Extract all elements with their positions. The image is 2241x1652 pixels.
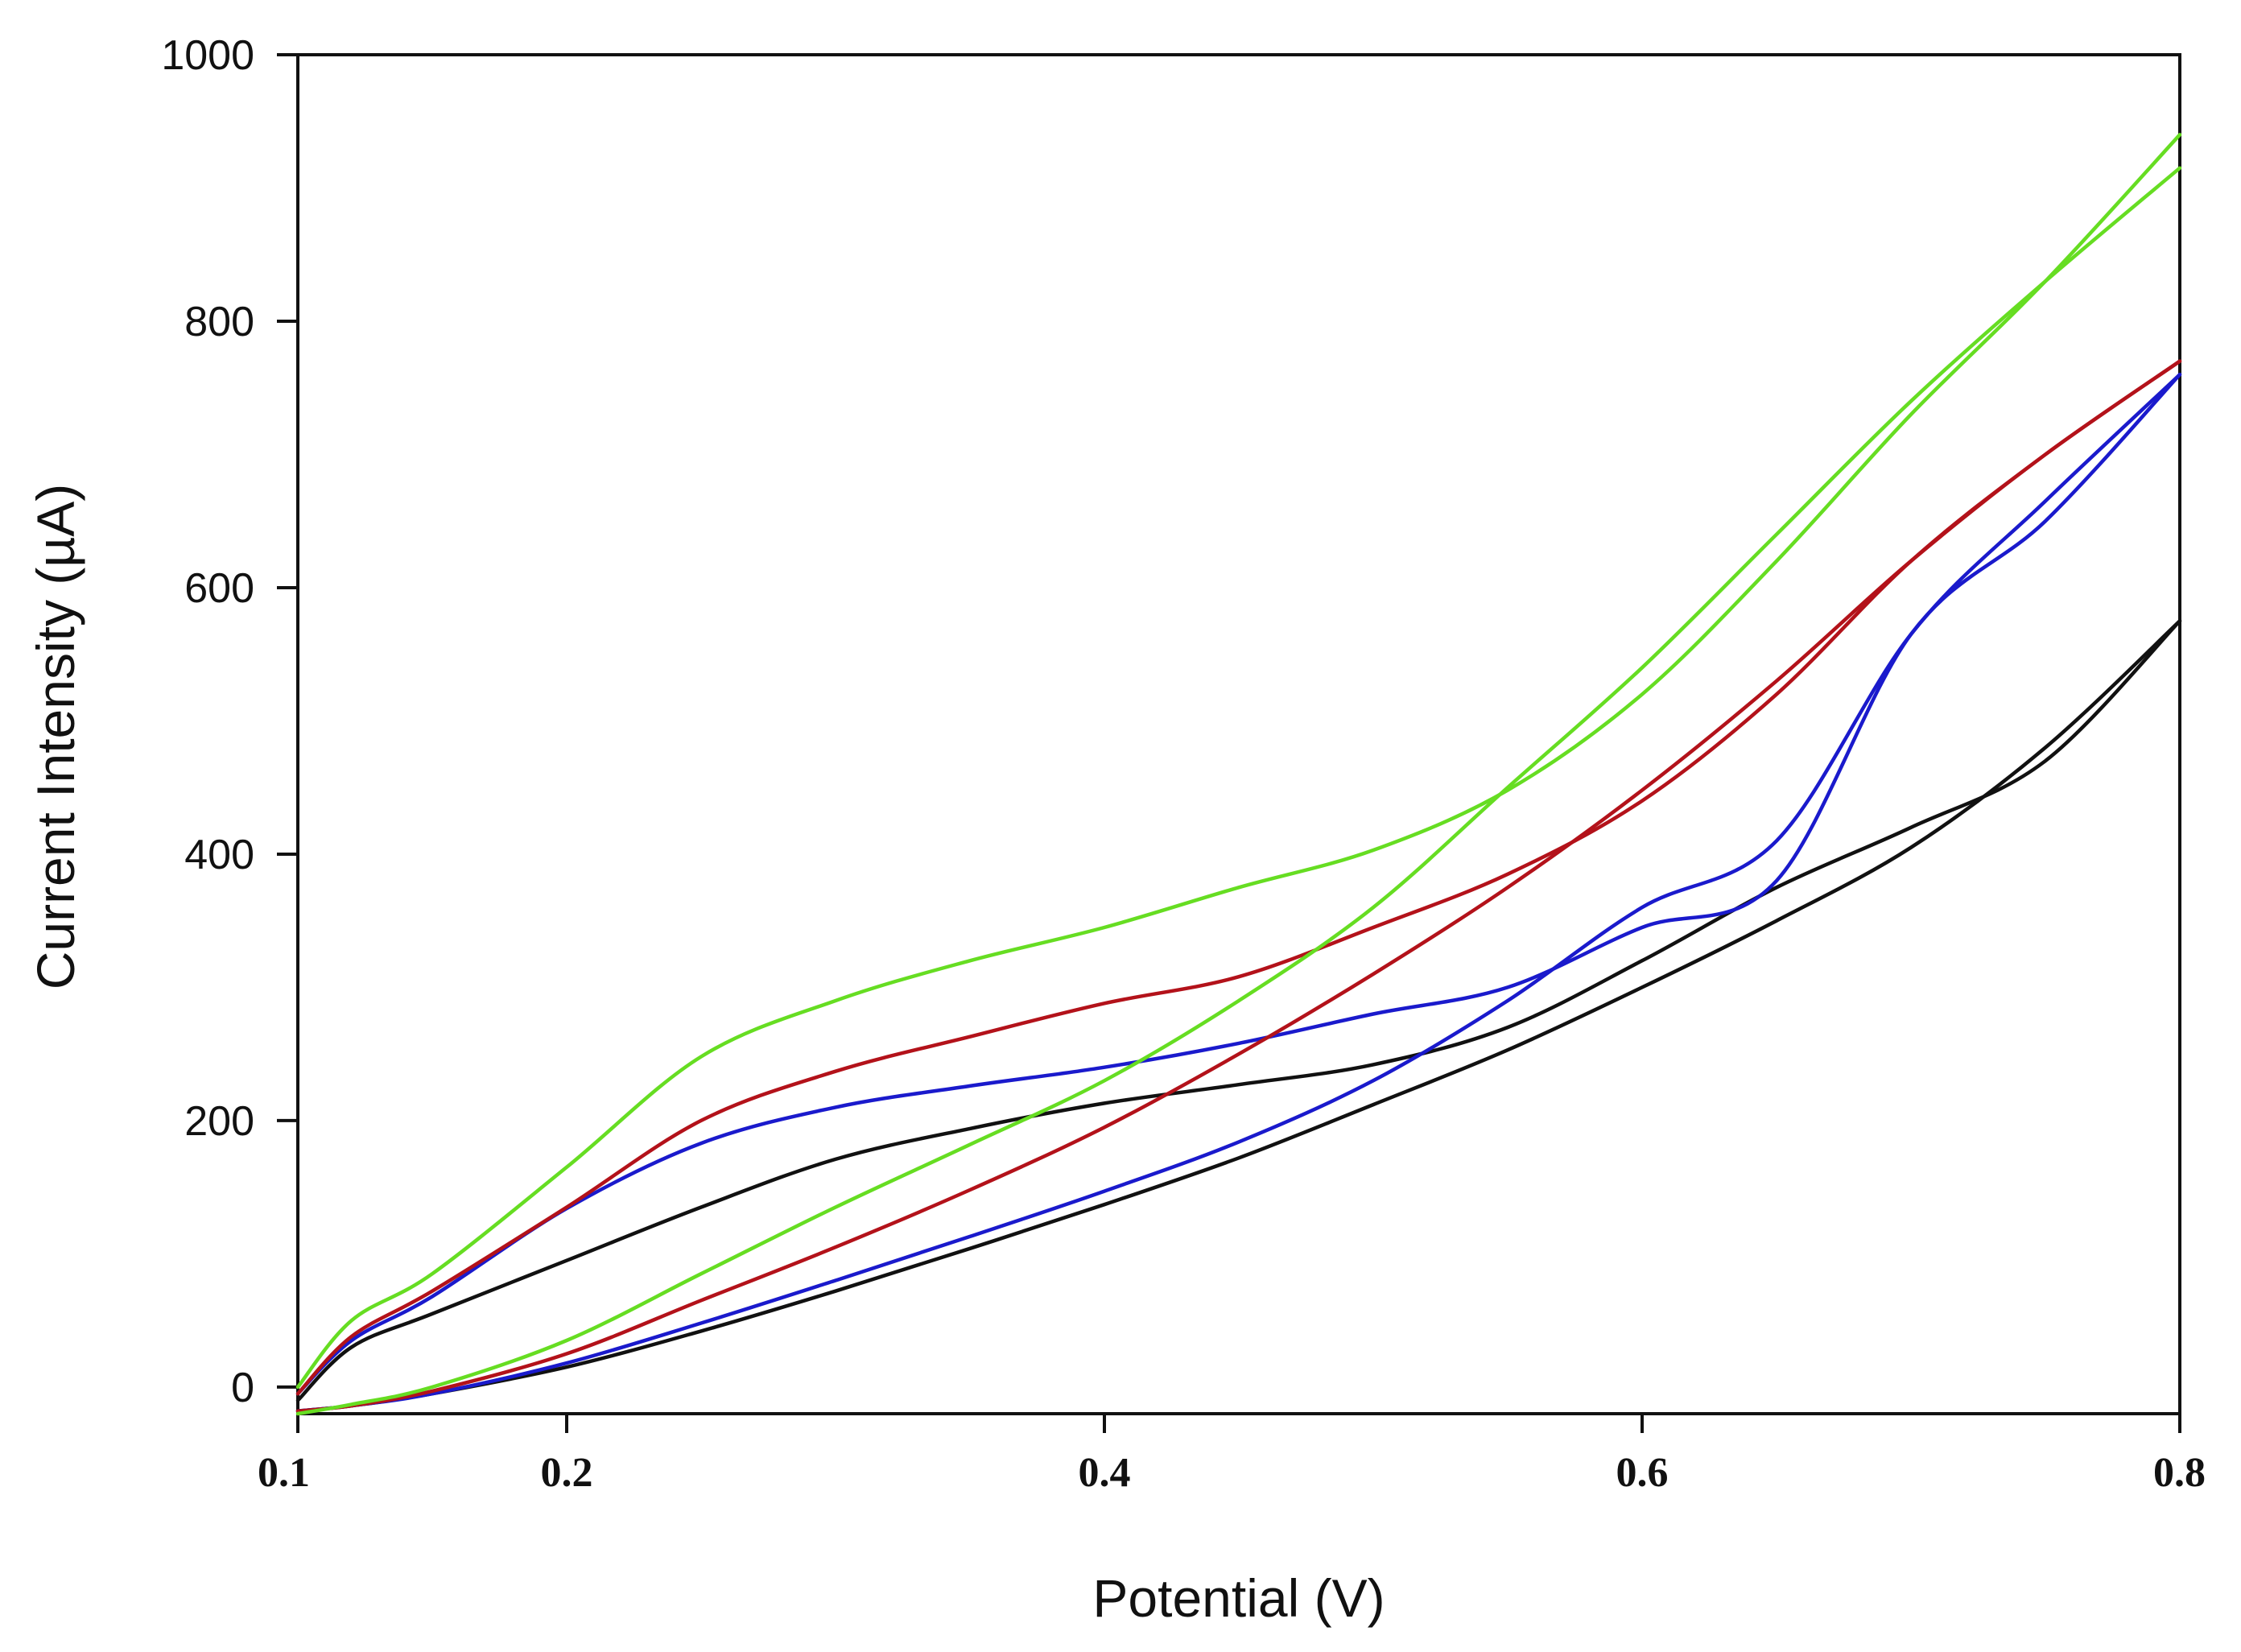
series-red-cathodic-line bbox=[295, 359, 2182, 1396]
series-green-cathodic-line bbox=[295, 133, 2182, 1390]
y-axis-label: Current Intensity (µA) bbox=[26, 484, 85, 990]
series-red-anodic-line bbox=[295, 359, 2182, 1413]
series-black-anodic-line bbox=[295, 619, 2182, 1413]
x-tick-label: 0.2 bbox=[541, 1450, 593, 1496]
y-tick-label: 800 bbox=[184, 299, 254, 345]
y-tick-label: 400 bbox=[184, 832, 254, 878]
y-tick-label: 1000 bbox=[161, 32, 254, 79]
x-tick-label: 0.6 bbox=[1616, 1450, 1669, 1496]
x-tick-label: 0.4 bbox=[1079, 1450, 1131, 1496]
x-axis-ticks: 0.1 0.2 0.4 0.6 0.8 bbox=[258, 1414, 2206, 1496]
series-blue-anodic-line bbox=[295, 372, 2182, 1413]
x-tick-label: 0.8 bbox=[2153, 1450, 2206, 1496]
y-axis-ticks: 0 200 400 600 800 1000 bbox=[161, 32, 298, 1411]
x-tick-label: 0.1 bbox=[258, 1450, 310, 1496]
series-blue-cathodic-line bbox=[295, 372, 2182, 1396]
series-layer bbox=[295, 133, 2182, 1416]
series-black-cathodic-line bbox=[295, 619, 2182, 1402]
series-green-anodic-line bbox=[295, 166, 2182, 1416]
y-tick-label: 600 bbox=[184, 565, 254, 612]
y-tick-label: 200 bbox=[184, 1098, 254, 1145]
y-tick-label: 0 bbox=[231, 1365, 254, 1411]
x-axis-label: Potential (V) bbox=[1092, 1568, 1385, 1628]
plot-frame bbox=[296, 53, 2181, 1415]
